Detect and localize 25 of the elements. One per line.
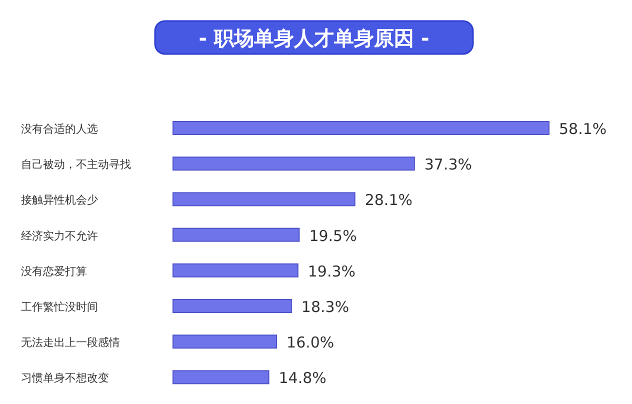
y-tick-label: 经济实力不允许 bbox=[21, 229, 98, 242]
y-tick-label: 没有恋爱打算 bbox=[21, 264, 87, 278]
data-label: 18.3% bbox=[301, 298, 350, 316]
y-tick-label: 工作繁忙没时间 bbox=[21, 300, 98, 314]
bar bbox=[172, 370, 270, 384]
data-label: 16.0% bbox=[286, 334, 334, 352]
y-tick-label: 没有合适的人选 bbox=[21, 122, 98, 136]
bar bbox=[172, 299, 292, 313]
y-tick-label: 无法走出上一段感情 bbox=[21, 336, 120, 350]
bar bbox=[172, 334, 278, 349]
bar bbox=[172, 121, 550, 135]
bar bbox=[172, 228, 300, 242]
data-label: 58.1% bbox=[559, 120, 607, 138]
y-tick-label: 自己被动，不主动寻找 bbox=[21, 158, 131, 172]
data-label: 14.8% bbox=[278, 369, 326, 388]
bar bbox=[172, 263, 298, 278]
chart-title: - 职场单身人才单身原因 - bbox=[198, 26, 430, 50]
bar bbox=[172, 156, 415, 171]
data-label: 19.5% bbox=[309, 226, 357, 245]
y-tick-label: 接触异性机会少 bbox=[21, 194, 98, 207]
bar bbox=[172, 192, 356, 206]
data-label: 19.3% bbox=[308, 262, 356, 280]
data-label: 37.3% bbox=[424, 156, 472, 174]
data-label: 28.1% bbox=[364, 191, 413, 210]
y-tick-label: 习惯单身不想改变 bbox=[21, 372, 109, 385]
